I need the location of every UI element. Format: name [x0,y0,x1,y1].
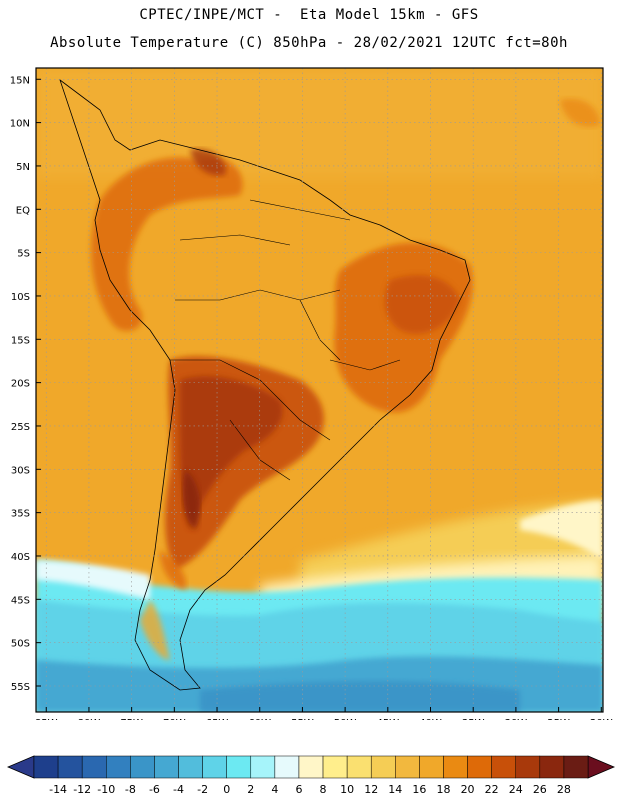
colorbar-label: -12 [73,783,91,796]
colorbar-swatch [202,755,227,779]
lon-label: 35W [462,718,485,720]
colorbar-swatch [106,755,131,779]
colorbar-label: 12 [364,783,378,796]
colorbar-label: 18 [436,783,450,796]
colorbar-label: 26 [533,783,547,796]
colorbar-swatch [491,755,516,779]
colorbar-label: 0 [223,783,230,796]
lat-label: 15N [10,75,30,86]
colorbar-label: -10 [97,783,115,796]
colorbar-swatch [395,755,420,779]
colorbar: -14 -12 -10 -8 -6 -4 -2 0 2 4 6 8 10 12 14 16 18 20 22 24 26… [6,755,616,796]
map-title-line-2: Absolute Temperature (C) 850hPa - 28/02/… [50,35,568,51]
map-title-line-1: CPTEC/INPE/MCT - Eta Model 15km - GFS [139,7,479,23]
lat-label: 5S [17,249,30,260]
lon-label: 40W [419,718,442,720]
colorbar-swatch [467,755,492,779]
colorbar-swatch [515,755,541,779]
temperature-map: 15N 10N 5N EQ 5S 10S 15S 20S 25S 30S 35S 40S 45S 50S 5… [10,67,613,729]
colorbar-swatch [226,755,252,779]
lon-label: 50W [334,718,357,720]
colorbar-swatch [322,755,348,779]
lat-label: 10S [11,292,30,303]
colorbar-label: -2 [197,783,208,796]
colorbar-label: 24 [509,783,523,796]
lat-label: 5N [16,162,30,173]
lat-lon-gridlines [36,68,603,712]
lat-label: 15S [11,335,30,346]
colorbar-label: -6 [149,783,160,796]
colorbar-swatch [346,755,372,779]
colorbar-swatch [298,755,324,779]
colorbar-label: 4 [271,783,278,796]
colorbar-swatch [563,755,589,779]
lon-label: 55W [291,718,314,720]
lat-label: 55S [11,682,30,693]
colorbar-low-arrow [6,755,35,779]
lat-label: 30S [11,465,30,476]
map-frame [35,67,604,713]
colorbar-swatch [130,755,155,779]
colorbar-label: -8 [125,783,136,796]
colorbar-swatch [178,755,203,779]
lat-label: 40S [11,552,30,563]
map-panel: 15N 10N 5N EQ 5S 10S 15S 20S 25S 30S 35S 40S 45S 50S 5… [0,60,618,729]
lat-label: 25S [11,422,30,433]
colorbar-swatch [33,755,59,779]
colorbar-swatch [250,755,276,779]
colorbar-label: 8 [320,783,327,796]
latitude-labels: 15N 10N 5N EQ 5S 10S 15S 20S 25S 30S 35S 40S 45S 50S 5… [10,75,41,693]
lon-label: 80W [78,718,101,720]
colorbar-label: 20 [461,783,475,796]
colorbar-swatch [57,755,83,779]
lat-label: EQ [16,205,30,216]
colorbar-label: 22 [485,783,499,796]
colorbar-label: 14 [388,783,402,796]
lat-label: 10N [10,119,30,130]
colorbar-label: -4 [173,783,184,796]
colorbar-swatch [539,755,565,779]
lon-label: 85W [35,718,58,720]
lat-label: 20S [11,379,30,390]
colorbar-label: 2 [247,783,254,796]
colorbar-label: 10 [340,783,354,796]
colorbar-swatch [154,755,179,779]
lat-label: 35S [11,509,30,520]
colorbar-label: -14 [49,783,67,796]
colorbar-swatch [419,755,444,779]
lon-label: 30W [505,718,528,720]
lon-label: 60W [248,718,271,720]
colorbar-swatch [443,755,468,779]
colorbar-label: 6 [295,783,302,796]
lon-label: 25W [547,718,570,720]
colorbar-label: 28 [557,783,571,796]
lon-label: 65W [206,718,229,720]
colorbar-high-arrow [587,755,616,779]
colorbar-label: 16 [412,783,426,796]
lon-label: 75W [120,718,143,720]
lon-label: 70W [163,718,186,720]
colorbar-swatch [274,755,300,779]
lon-label: 45W [377,718,400,720]
lon-label: 20W [590,718,613,720]
colorbar-swatch [370,755,396,779]
colorbar-swatch [81,755,107,779]
lat-label: 50S [11,639,30,650]
lat-label: 45S [11,595,30,606]
